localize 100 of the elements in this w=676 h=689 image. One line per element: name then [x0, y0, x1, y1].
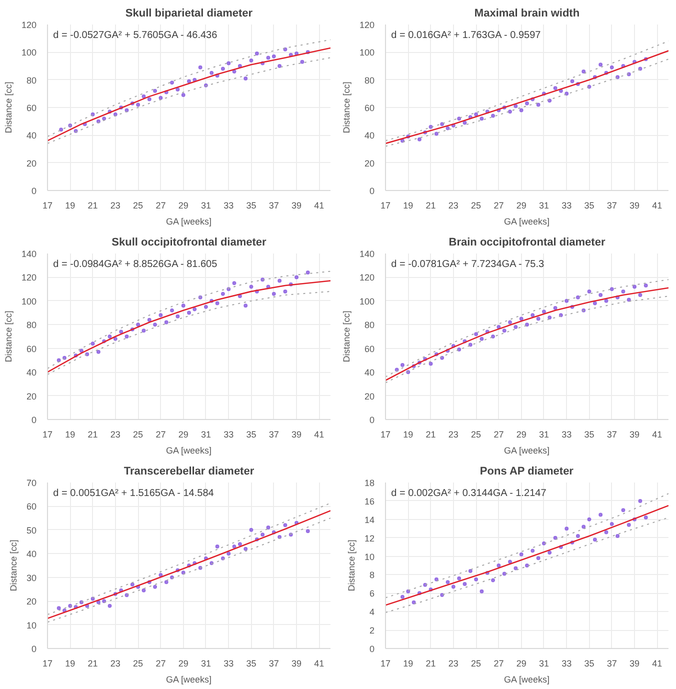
y-tick-label: 20: [364, 158, 375, 168]
x-tick-label: 23: [448, 430, 458, 440]
y-tick-label: 120: [359, 272, 375, 283]
y-tick-label: 0: [31, 415, 37, 425]
x-tick-label: 33: [562, 200, 572, 210]
x-tick-label: 39: [630, 658, 640, 668]
x-tick-label: 41: [652, 430, 662, 440]
x-tick-label: 25: [133, 430, 144, 440]
y-tick-label: 0: [369, 415, 375, 425]
y-tick-label: 10: [26, 620, 37, 630]
y-tick-label: 60: [364, 103, 375, 113]
x-tick-label: 41: [652, 200, 662, 210]
x-tick-label: 31: [200, 430, 211, 440]
x-tick-label: 35: [584, 430, 594, 440]
annotation: d = -0.0527GA² + 5.7605GA - 46.436: [53, 30, 218, 42]
chart-title: Pons AP diameter: [480, 466, 574, 478]
x-tick-label: 35: [246, 200, 256, 210]
x-tick-label: 35: [246, 430, 256, 440]
x-tick-label: 31: [538, 430, 549, 440]
y-tick-label: 120: [21, 20, 37, 30]
x-tick-label: 29: [516, 200, 526, 210]
x-tick-label: 21: [88, 430, 98, 440]
annotation: d = -0.0781GA² + 7.7234GA - 75.3: [391, 259, 544, 270]
x-tick-label: 37: [606, 200, 617, 210]
x-tick-label: 33: [224, 200, 234, 210]
y-tick-label: 40: [26, 130, 37, 141]
y-tick-label: 40: [26, 549, 37, 560]
x-tick-label: 35: [246, 658, 256, 668]
x-tick-label: 29: [178, 658, 188, 668]
x-tick-label: 39: [292, 658, 302, 668]
x-tick-label: 21: [426, 658, 436, 668]
y-tick-label: 20: [26, 596, 37, 607]
x-tick-label: 39: [630, 430, 640, 440]
x-tick-label: 17: [42, 430, 53, 440]
y-axis-title: Distance [cc]: [3, 310, 14, 362]
chart-title: Skull biparietal diameter: [125, 8, 254, 20]
y-tick-label: 80: [26, 75, 37, 86]
x-tick-label: 33: [224, 430, 234, 440]
x-tick-label: 17: [380, 200, 391, 210]
x-axis-title: GA [weeks]: [504, 446, 550, 456]
x-tick-label: 31: [200, 200, 211, 210]
x-tick-label: 27: [156, 658, 166, 668]
y-tick-label: 80: [364, 75, 375, 86]
y-tick-label: 140: [359, 249, 375, 259]
x-tick-label: 19: [65, 430, 76, 440]
x-tick-label: 29: [178, 200, 188, 210]
chart-title: Transcerebellar diameter: [124, 466, 255, 478]
x-tick-label: 41: [314, 430, 324, 440]
x-tick-label: 25: [133, 658, 144, 668]
y-tick-label: 30: [26, 572, 37, 583]
y-axis-title: Distance [cc]: [341, 82, 352, 134]
y-tick-label: 2: [369, 626, 375, 636]
chart-title: Brain occipitofrontal diameter: [448, 236, 606, 248]
x-tick-label: 21: [88, 658, 98, 668]
y-tick-label: 8: [369, 570, 375, 580]
x-tick-label: 37: [606, 430, 617, 440]
y-tick-label: 100: [359, 296, 375, 306]
x-tick-label: 27: [494, 658, 504, 668]
y-axis-title: Distance [cc]: [3, 82, 14, 134]
y-tick-label: 40: [364, 130, 375, 141]
y-tick-label: 4: [369, 607, 375, 618]
y-tick-label: 40: [26, 368, 37, 378]
x-tick-label: 25: [471, 200, 482, 210]
y-tick-label: 18: [364, 478, 375, 488]
x-tick-label: 17: [42, 200, 53, 210]
x-tick-label: 17: [380, 658, 391, 668]
x-tick-label: 41: [652, 658, 662, 668]
y-tick-label: 6: [369, 588, 375, 599]
x-axis-title: GA [weeks]: [166, 674, 212, 684]
y-tick-label: 80: [26, 320, 37, 330]
annotation: d = 0.016GA² + 1.763GA - 0.9597: [391, 30, 542, 42]
x-tick-label: 33: [562, 430, 572, 440]
x-tick-label: 37: [606, 658, 617, 668]
y-tick-label: 120: [359, 20, 375, 30]
x-tick-label: 19: [65, 658, 76, 668]
y-tick-label: 20: [26, 391, 37, 402]
x-axis-title: GA [weeks]: [166, 446, 212, 456]
y-tick-label: 10: [364, 552, 375, 562]
y-tick-label: 80: [364, 320, 375, 330]
y-axis-title: Distance [cc]: [341, 310, 352, 362]
x-tick-label: 27: [156, 200, 166, 210]
annotation: d = 0.002GA² + 0.3144GA - 1.2147: [391, 488, 547, 500]
x-axis-title: GA [weeks]: [504, 674, 550, 684]
y-axis-title: Distance [cc]: [346, 540, 356, 592]
y-tick-label: 60: [364, 344, 375, 354]
x-tick-label: 19: [403, 658, 414, 668]
x-tick-label: 21: [426, 430, 436, 440]
x-tick-label: 31: [538, 200, 549, 210]
x-tick-label: 35: [584, 658, 594, 668]
x-tick-label: 27: [494, 430, 504, 440]
x-tick-label: 25: [471, 430, 482, 440]
x-tick-label: 23: [448, 658, 458, 668]
chart-title: Maximal brain width: [474, 8, 580, 20]
x-tick-label: 21: [88, 200, 98, 210]
y-tick-label: 20: [26, 158, 37, 168]
x-tick-label: 41: [314, 200, 324, 210]
x-tick-label: 23: [110, 658, 120, 668]
x-tick-label: 19: [403, 430, 414, 440]
y-tick-label: 16: [364, 496, 375, 506]
x-tick-label: 17: [380, 430, 391, 440]
